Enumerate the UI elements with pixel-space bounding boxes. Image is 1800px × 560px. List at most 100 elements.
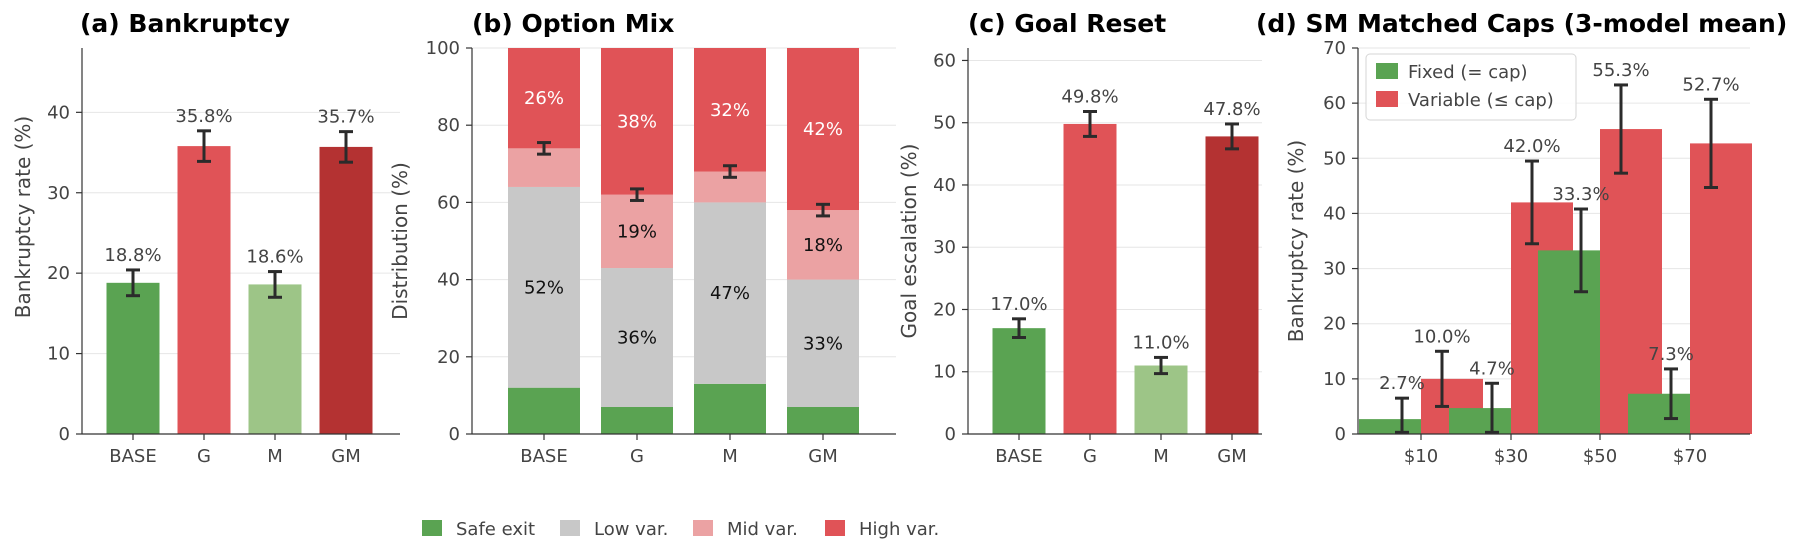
value-label-g: 35.8% [175, 106, 232, 127]
xtick-label-m: M [267, 446, 283, 467]
segment-label: 52% [524, 277, 564, 298]
segment-label: 47% [710, 283, 750, 304]
b-ytick-label: 60 [437, 192, 460, 213]
stack-mid-var--g [601, 194, 673, 269]
a-ytick-label: 20 [47, 263, 70, 284]
legend-swatch-fixed [1376, 63, 1398, 79]
legend-label: Safe exit [456, 519, 535, 540]
legend-box [1365, 53, 1577, 121]
segment-label: 18% [803, 235, 843, 256]
d-ytick-label: 0 [1335, 424, 1346, 445]
c-ytick-label: 20 [933, 299, 956, 320]
legend-swatch-high-var- [825, 520, 845, 536]
c-ytick-label: 50 [933, 113, 956, 134]
bar-variable-usd50 [1600, 129, 1662, 434]
panel-b-ylabel: Distribution (%) [388, 162, 412, 320]
b-ytick-label: 80 [437, 115, 460, 136]
stack-safe-exit-g [601, 406, 673, 434]
stack-low-var--g [601, 268, 673, 407]
legend-swatch-variable [1376, 91, 1398, 107]
xtick-label-gm: GM [808, 446, 837, 467]
bar-fixed-usd50 [1538, 250, 1600, 434]
xtick-label-g: G [630, 446, 644, 467]
stack-low-var--m [694, 202, 766, 384]
b-ytick-label: 40 [437, 270, 460, 291]
b-ytick-label: 0 [449, 424, 460, 445]
bar-gm [1205, 136, 1259, 435]
legend-swatch-mid-var- [693, 520, 713, 536]
segment-label: 38% [617, 111, 657, 132]
panel-b-legend: Safe exit Low var. Mid var. High var. [422, 519, 939, 540]
panel-b-option-mix: (b) Option Mix Distribution (%) 52% 26% 36… [388, 9, 896, 467]
panel-c-title: (c) Goal Reset [968, 9, 1166, 38]
c-ytick-label: 60 [933, 50, 956, 71]
value-label-base: 17.0% [990, 294, 1047, 315]
segment-label: 33% [803, 333, 843, 354]
stack-safe-exit-base [508, 387, 580, 434]
stack-high-var--gm [787, 48, 859, 211]
value-label-variable: 52.7% [1682, 74, 1739, 95]
a-ytick-label: 10 [47, 344, 70, 365]
legend-label: High var. [859, 519, 939, 540]
d-ytick-label: 10 [1323, 369, 1346, 390]
value-label-base: 18.8% [104, 245, 161, 266]
value-label-m: 18.6% [246, 247, 303, 268]
segment-label: 42% [803, 119, 843, 140]
d-ytick-label: 50 [1323, 148, 1346, 169]
bar-g [177, 146, 231, 434]
xtick-label-gm: GM [1217, 446, 1246, 467]
bar-base [992, 328, 1046, 434]
xtick-label-base: BASE [109, 446, 156, 467]
xtick-label-m: M [1153, 446, 1169, 467]
legend-swatch-safe-exit [422, 520, 442, 536]
xtick-label: $10 [1404, 446, 1438, 467]
a-ytick-label: 40 [47, 102, 70, 123]
value-label-fixed: 2.7% [1379, 373, 1425, 394]
panel-d-matched-caps: (d) SM Matched Caps (3-model mean) Bankr… [1256, 9, 1787, 467]
bar-m [248, 284, 302, 434]
bar-fixed-usd10 [1359, 419, 1421, 434]
panel-d-ylabel: Bankruptcy rate (%) [1284, 140, 1308, 342]
value-label-variable: 42.0% [1503, 136, 1560, 157]
value-label-variable: 55.3% [1592, 60, 1649, 81]
d-ytick-label: 20 [1323, 314, 1346, 335]
panel-d-legend: Fixed (= cap) Variable (≤ cap) [1365, 53, 1577, 121]
panel-a-ylabel: Bankruptcy rate (%) [11, 116, 35, 318]
xtick-label-gm: GM [331, 446, 360, 467]
bar-fixed-usd70 [1628, 393, 1690, 434]
xtick-label: $50 [1583, 446, 1617, 467]
legend-swatch-low-var- [560, 520, 580, 536]
c-ytick-label: 0 [945, 424, 956, 445]
value-label-g: 49.8% [1061, 87, 1118, 108]
d-ytick-label: 40 [1323, 203, 1346, 224]
stack-high-var--g [601, 48, 673, 195]
stack-mid-var--gm [787, 210, 859, 280]
xtick-label-base: BASE [520, 446, 567, 467]
bar-gm [319, 146, 373, 434]
value-label-fixed: 7.3% [1648, 344, 1694, 365]
c-ytick-label: 40 [933, 175, 956, 196]
d-ytick-label: 30 [1323, 259, 1346, 280]
b-ytick-label: 100 [426, 38, 460, 59]
segment-label: 36% [617, 328, 657, 349]
xtick-label: $70 [1673, 446, 1707, 467]
a-ytick-label: 0 [59, 424, 70, 445]
legend-label: Mid var. [727, 519, 798, 540]
stack-low-var--base [508, 186, 580, 388]
xtick-label-m: M [722, 446, 738, 467]
bar-variable-usd70 [1690, 143, 1752, 434]
legend-label-variable: Variable (≤ cap) [1408, 90, 1554, 111]
value-label-variable: 10.0% [1413, 326, 1470, 347]
a-ytick-label: 30 [47, 183, 70, 204]
legend-label-fixed: Fixed (= cap) [1408, 62, 1528, 83]
panel-a-title: (a) Bankruptcy [80, 9, 290, 38]
stack-safe-exit-gm [787, 406, 859, 434]
stack-high-var--m [694, 48, 766, 172]
panel-b-title: (b) Option Mix [472, 9, 674, 38]
xtick-label-g: G [197, 446, 211, 467]
segment-label: 32% [710, 100, 750, 121]
panel-c-goal-reset: (c) Goal Reset Goal escalation (%) 17.0%… [897, 9, 1262, 467]
b-ytick-label: 20 [437, 347, 460, 368]
stack-safe-exit-m [694, 383, 766, 434]
